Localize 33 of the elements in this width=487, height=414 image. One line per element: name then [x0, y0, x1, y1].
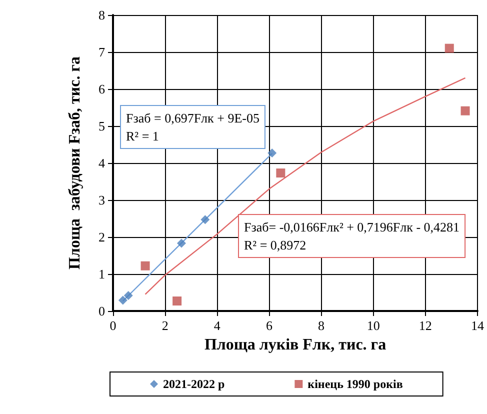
- x-tick-label: 12: [418, 318, 432, 333]
- x-tick-label: 4: [214, 318, 221, 333]
- x-tick-label: 10: [366, 318, 380, 333]
- point: [176, 238, 186, 248]
- y-tick-label: 3: [98, 192, 105, 208]
- point: [460, 106, 470, 116]
- y-tick-label: 4: [98, 156, 106, 170]
- y-tick-label: 0: [98, 304, 105, 318]
- legend-label: кінець 1990 років: [308, 377, 404, 391]
- point: [140, 261, 150, 270]
- legend-label: 2021-2022 р: [163, 377, 225, 391]
- y-tick-label: 6: [98, 82, 106, 96]
- point: [172, 296, 182, 306]
- point: [268, 148, 277, 158]
- point: [200, 215, 210, 224]
- annotation: Fзаб= -0,0166Fлк² + 0,7196Fлк - 0,4281 R² = 0,8972: [244, 220, 460, 252]
- y-tick-label: 5: [98, 118, 105, 134]
- x-axis-title: Площа луків Fлк, тис. га: [204, 336, 386, 354]
- x-tick-label: 6: [266, 318, 273, 333]
- y-tick-label: 2: [98, 230, 105, 244]
- x-tick-label: 8: [318, 318, 325, 333]
- x-tick-label: 14: [471, 318, 484, 333]
- point: [276, 168, 286, 178]
- y-tick-label: 7: [98, 44, 106, 60]
- point: [444, 44, 454, 53]
- y-tick-label: 8: [98, 8, 105, 22]
- point: [124, 290, 133, 300]
- y-tick-label: 1: [98, 266, 105, 282]
- y-axis-title: Площа забудови Fзаб, тис. га: [66, 56, 84, 270]
- x-tick-label: 2: [162, 318, 168, 333]
- x-tick-label: 0: [110, 318, 116, 333]
- point: [118, 296, 128, 305]
- annotation: Fзаб = 0,697Fлк + 9E-05 R² = 1: [126, 110, 260, 144]
